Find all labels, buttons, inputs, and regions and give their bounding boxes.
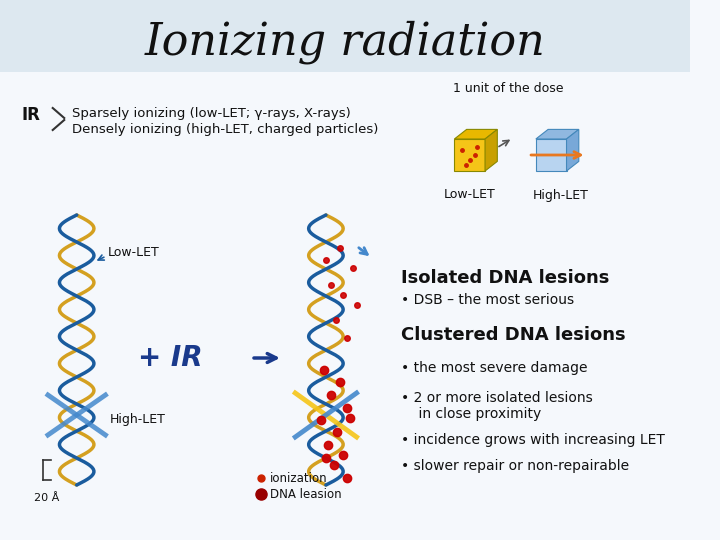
- Text: Low-LET: Low-LET: [107, 246, 159, 259]
- Text: DNA leasion: DNA leasion: [270, 488, 342, 501]
- Text: High-LET: High-LET: [533, 188, 589, 201]
- Polygon shape: [567, 130, 579, 171]
- FancyBboxPatch shape: [536, 139, 567, 171]
- Text: • DSB – the most serious: • DSB – the most serious: [401, 293, 574, 307]
- Text: • the most severe damage: • the most severe damage: [401, 361, 588, 375]
- Text: 20 Å: 20 Å: [35, 493, 60, 503]
- Text: Ionizing radiation: Ionizing radiation: [145, 20, 546, 64]
- Text: Sparsely ionizing (low-LET; γ-rays, X-rays): Sparsely ionizing (low-LET; γ-rays, X-ra…: [72, 106, 351, 119]
- Text: IR: IR: [21, 106, 40, 124]
- Text: Clustered DNA lesions: Clustered DNA lesions: [401, 326, 625, 344]
- Polygon shape: [454, 130, 498, 139]
- Text: + IR: + IR: [138, 344, 203, 372]
- Text: • slower repair or non-repairable: • slower repair or non-repairable: [401, 459, 629, 473]
- Text: Densely ionizing (high-LET, charged particles): Densely ionizing (high-LET, charged part…: [72, 124, 378, 137]
- Text: ionization: ionization: [270, 471, 328, 484]
- FancyBboxPatch shape: [454, 139, 485, 171]
- Text: in close proximity: in close proximity: [401, 407, 541, 421]
- Text: • 2 or more isolated lesions: • 2 or more isolated lesions: [401, 391, 593, 405]
- Text: Isolated DNA lesions: Isolated DNA lesions: [401, 269, 609, 287]
- Text: • incidence grows with increasing LET: • incidence grows with increasing LET: [401, 433, 665, 447]
- Polygon shape: [485, 130, 498, 171]
- FancyBboxPatch shape: [0, 0, 690, 72]
- Text: 1 unit of the dose: 1 unit of the dose: [453, 82, 563, 94]
- Text: Low-LET: Low-LET: [444, 188, 495, 201]
- Text: High-LET: High-LET: [109, 414, 165, 427]
- Polygon shape: [536, 130, 579, 139]
